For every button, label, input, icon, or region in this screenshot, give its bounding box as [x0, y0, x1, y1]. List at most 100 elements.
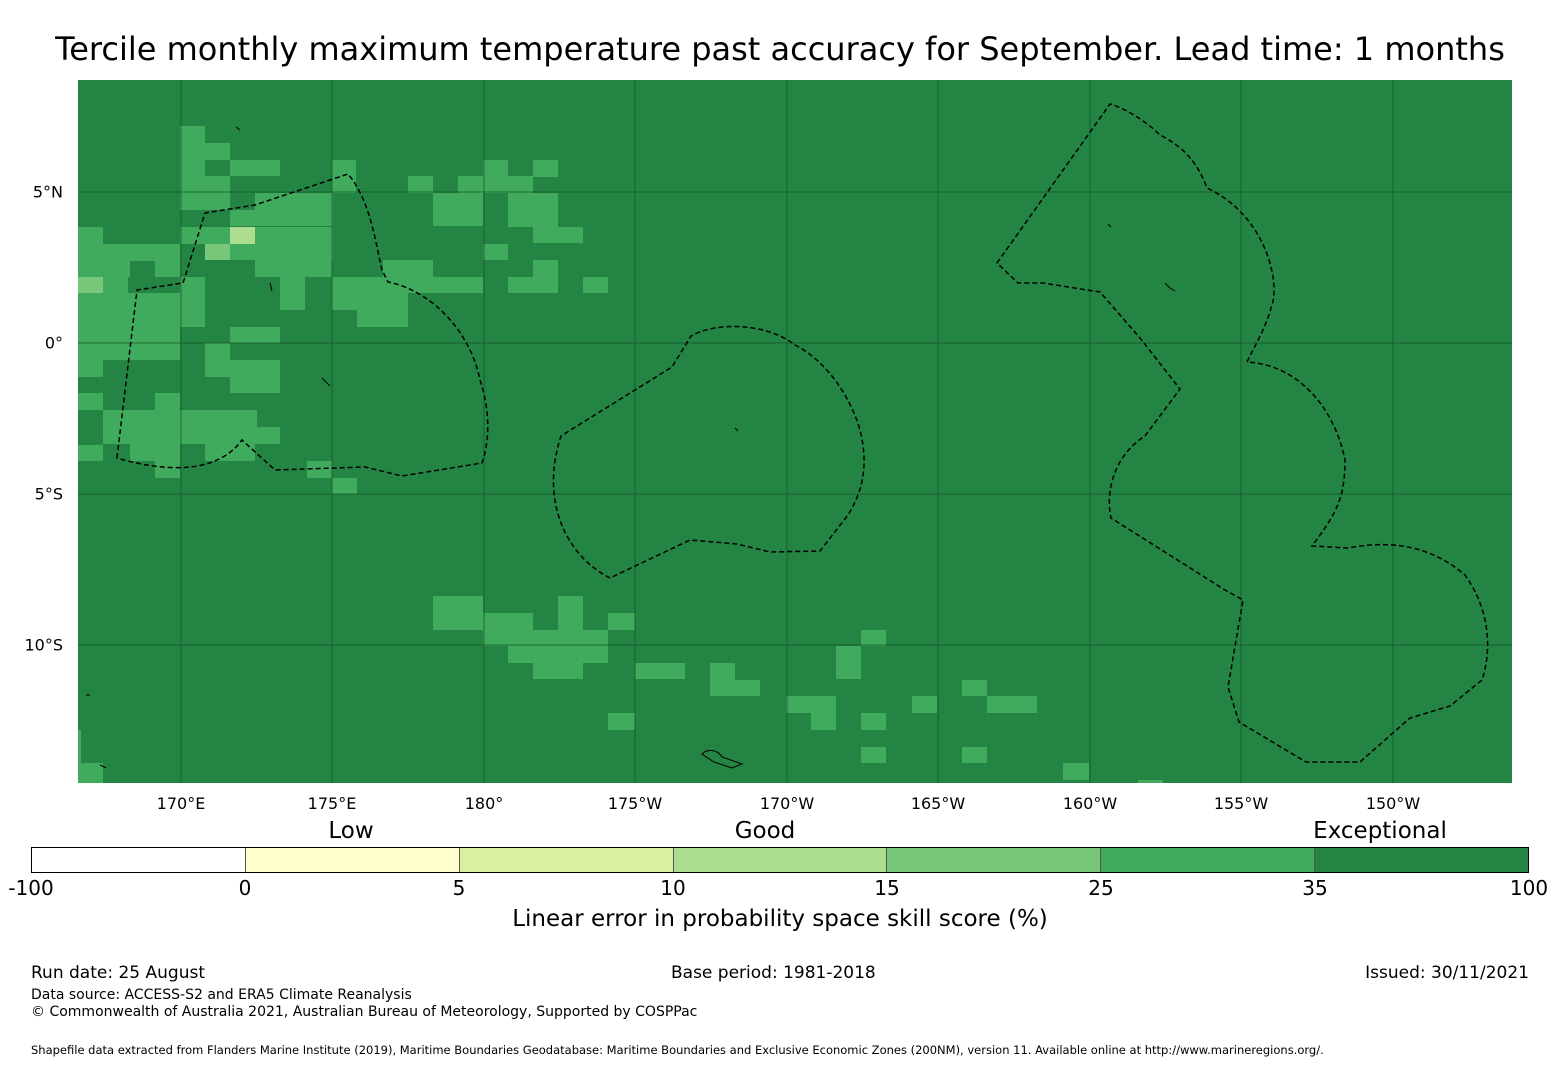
colorbar-label: Linear error in probability space skill … [512, 906, 1048, 932]
island-kiritimati [1164, 282, 1176, 292]
skill-cell [103, 277, 128, 293]
skill-cell [155, 461, 180, 478]
skill-cell [962, 680, 987, 696]
skill-cell [408, 260, 433, 293]
island-a [269, 282, 273, 292]
skill-cell [786, 696, 836, 713]
skill-cell [78, 763, 103, 783]
skill-cell [230, 210, 255, 226]
lon-label: 160°W [1062, 794, 1118, 813]
skill-cell [735, 680, 760, 696]
island-samoa [701, 749, 744, 769]
island-f [99, 764, 107, 769]
graticule [78, 80, 1512, 783]
island-c [1107, 223, 1112, 228]
skill-cell [230, 227, 255, 244]
skill-cell [78, 360, 103, 377]
skill-cell [987, 696, 1037, 713]
skill-cell [230, 160, 280, 176]
skill-cell [78, 277, 103, 293]
lon-label: 175°E [307, 794, 357, 813]
skill-cell [508, 193, 558, 227]
skill-cell [205, 244, 230, 260]
lon-label: 170°E [156, 794, 206, 813]
skill-cell [230, 244, 255, 260]
skill-cell [583, 277, 608, 293]
island-b [321, 377, 331, 387]
colorbar-segment [1101, 848, 1316, 872]
colorbar [31, 847, 1529, 873]
skill-cell [533, 663, 583, 679]
island-d [734, 427, 739, 432]
lat-label: 10°S [24, 635, 63, 655]
skill-cell [433, 596, 483, 630]
colorbar-tick: 25 [1088, 876, 1114, 900]
map-background [78, 80, 1512, 783]
skill-cell [1138, 780, 1163, 783]
skill-cell [508, 176, 533, 193]
skill-cell [861, 747, 886, 763]
skill-cell [483, 613, 533, 646]
skill-cell [483, 160, 508, 193]
colorbar-segment [245, 848, 460, 872]
colorbar-segment [1315, 848, 1529, 872]
skill-cell [608, 713, 635, 730]
colorbar-tick: 10 [660, 876, 686, 900]
skill-cells [78, 126, 1163, 783]
skill-cell [78, 244, 130, 277]
base-period: Base period: 1981-2018 [671, 963, 876, 983]
skill-cell [332, 277, 408, 310]
lat-label: 0° [44, 333, 63, 353]
skill-cell [230, 360, 280, 393]
skill-cell [78, 445, 103, 461]
colorbar-tick: 100 [1509, 876, 1549, 900]
colorbar-segment [459, 848, 674, 872]
skill-cell [78, 730, 81, 783]
skill-cell [533, 227, 583, 243]
skill-cell [533, 630, 608, 663]
skill-cell [205, 143, 230, 160]
skill-cell [205, 343, 230, 377]
lat-label: 5°N [32, 182, 63, 202]
skill-cell [383, 260, 408, 277]
skill-cell [255, 427, 280, 444]
skill-cell [811, 713, 836, 730]
skill-cell [78, 227, 103, 244]
colorbar-segment [32, 848, 246, 872]
skill-cell [332, 478, 357, 494]
map-plot [78, 80, 1512, 783]
skill-cell [508, 646, 533, 663]
lon-label: 180° [464, 794, 504, 813]
skill-cell [103, 410, 180, 444]
copyright: © Commonwealth of Australia 2021, Austra… [31, 1004, 698, 1020]
eez-boundary-gilbert [116, 173, 489, 477]
skill-cell [78, 293, 180, 360]
skill-cell [635, 663, 685, 679]
skill-cell [962, 747, 987, 763]
skill-cell [558, 596, 583, 630]
island-tutuila [235, 126, 241, 131]
skill-cell [130, 244, 155, 261]
skill-cell [533, 160, 558, 177]
skill-cell [608, 613, 635, 630]
colorbar-tick: 35 [1302, 876, 1328, 900]
legend-category-low: Low [328, 818, 374, 844]
skill-cell [508, 277, 558, 293]
colorbar-tick: -100 [8, 876, 54, 900]
skill-cell [458, 176, 483, 193]
skill-cell [533, 260, 558, 277]
skill-cell [1063, 763, 1089, 780]
skill-cell [710, 663, 735, 696]
eez-boundary-phoenix [552, 325, 865, 579]
skill-cell [836, 646, 861, 679]
lon-label: 170°W [759, 794, 815, 813]
skill-cell [78, 393, 103, 410]
colorbar-segment [673, 848, 888, 872]
skill-cell [180, 293, 205, 327]
legend-category-good: Good [734, 818, 796, 844]
shapefile-credit: Shapefile data extracted from Flanders M… [31, 1043, 1324, 1057]
skill-cell [357, 310, 408, 327]
data-source: Data source: ACCESS-S2 and ERA5 Climate … [31, 987, 412, 1003]
skill-cell [155, 260, 180, 277]
skill-cell [230, 327, 280, 343]
